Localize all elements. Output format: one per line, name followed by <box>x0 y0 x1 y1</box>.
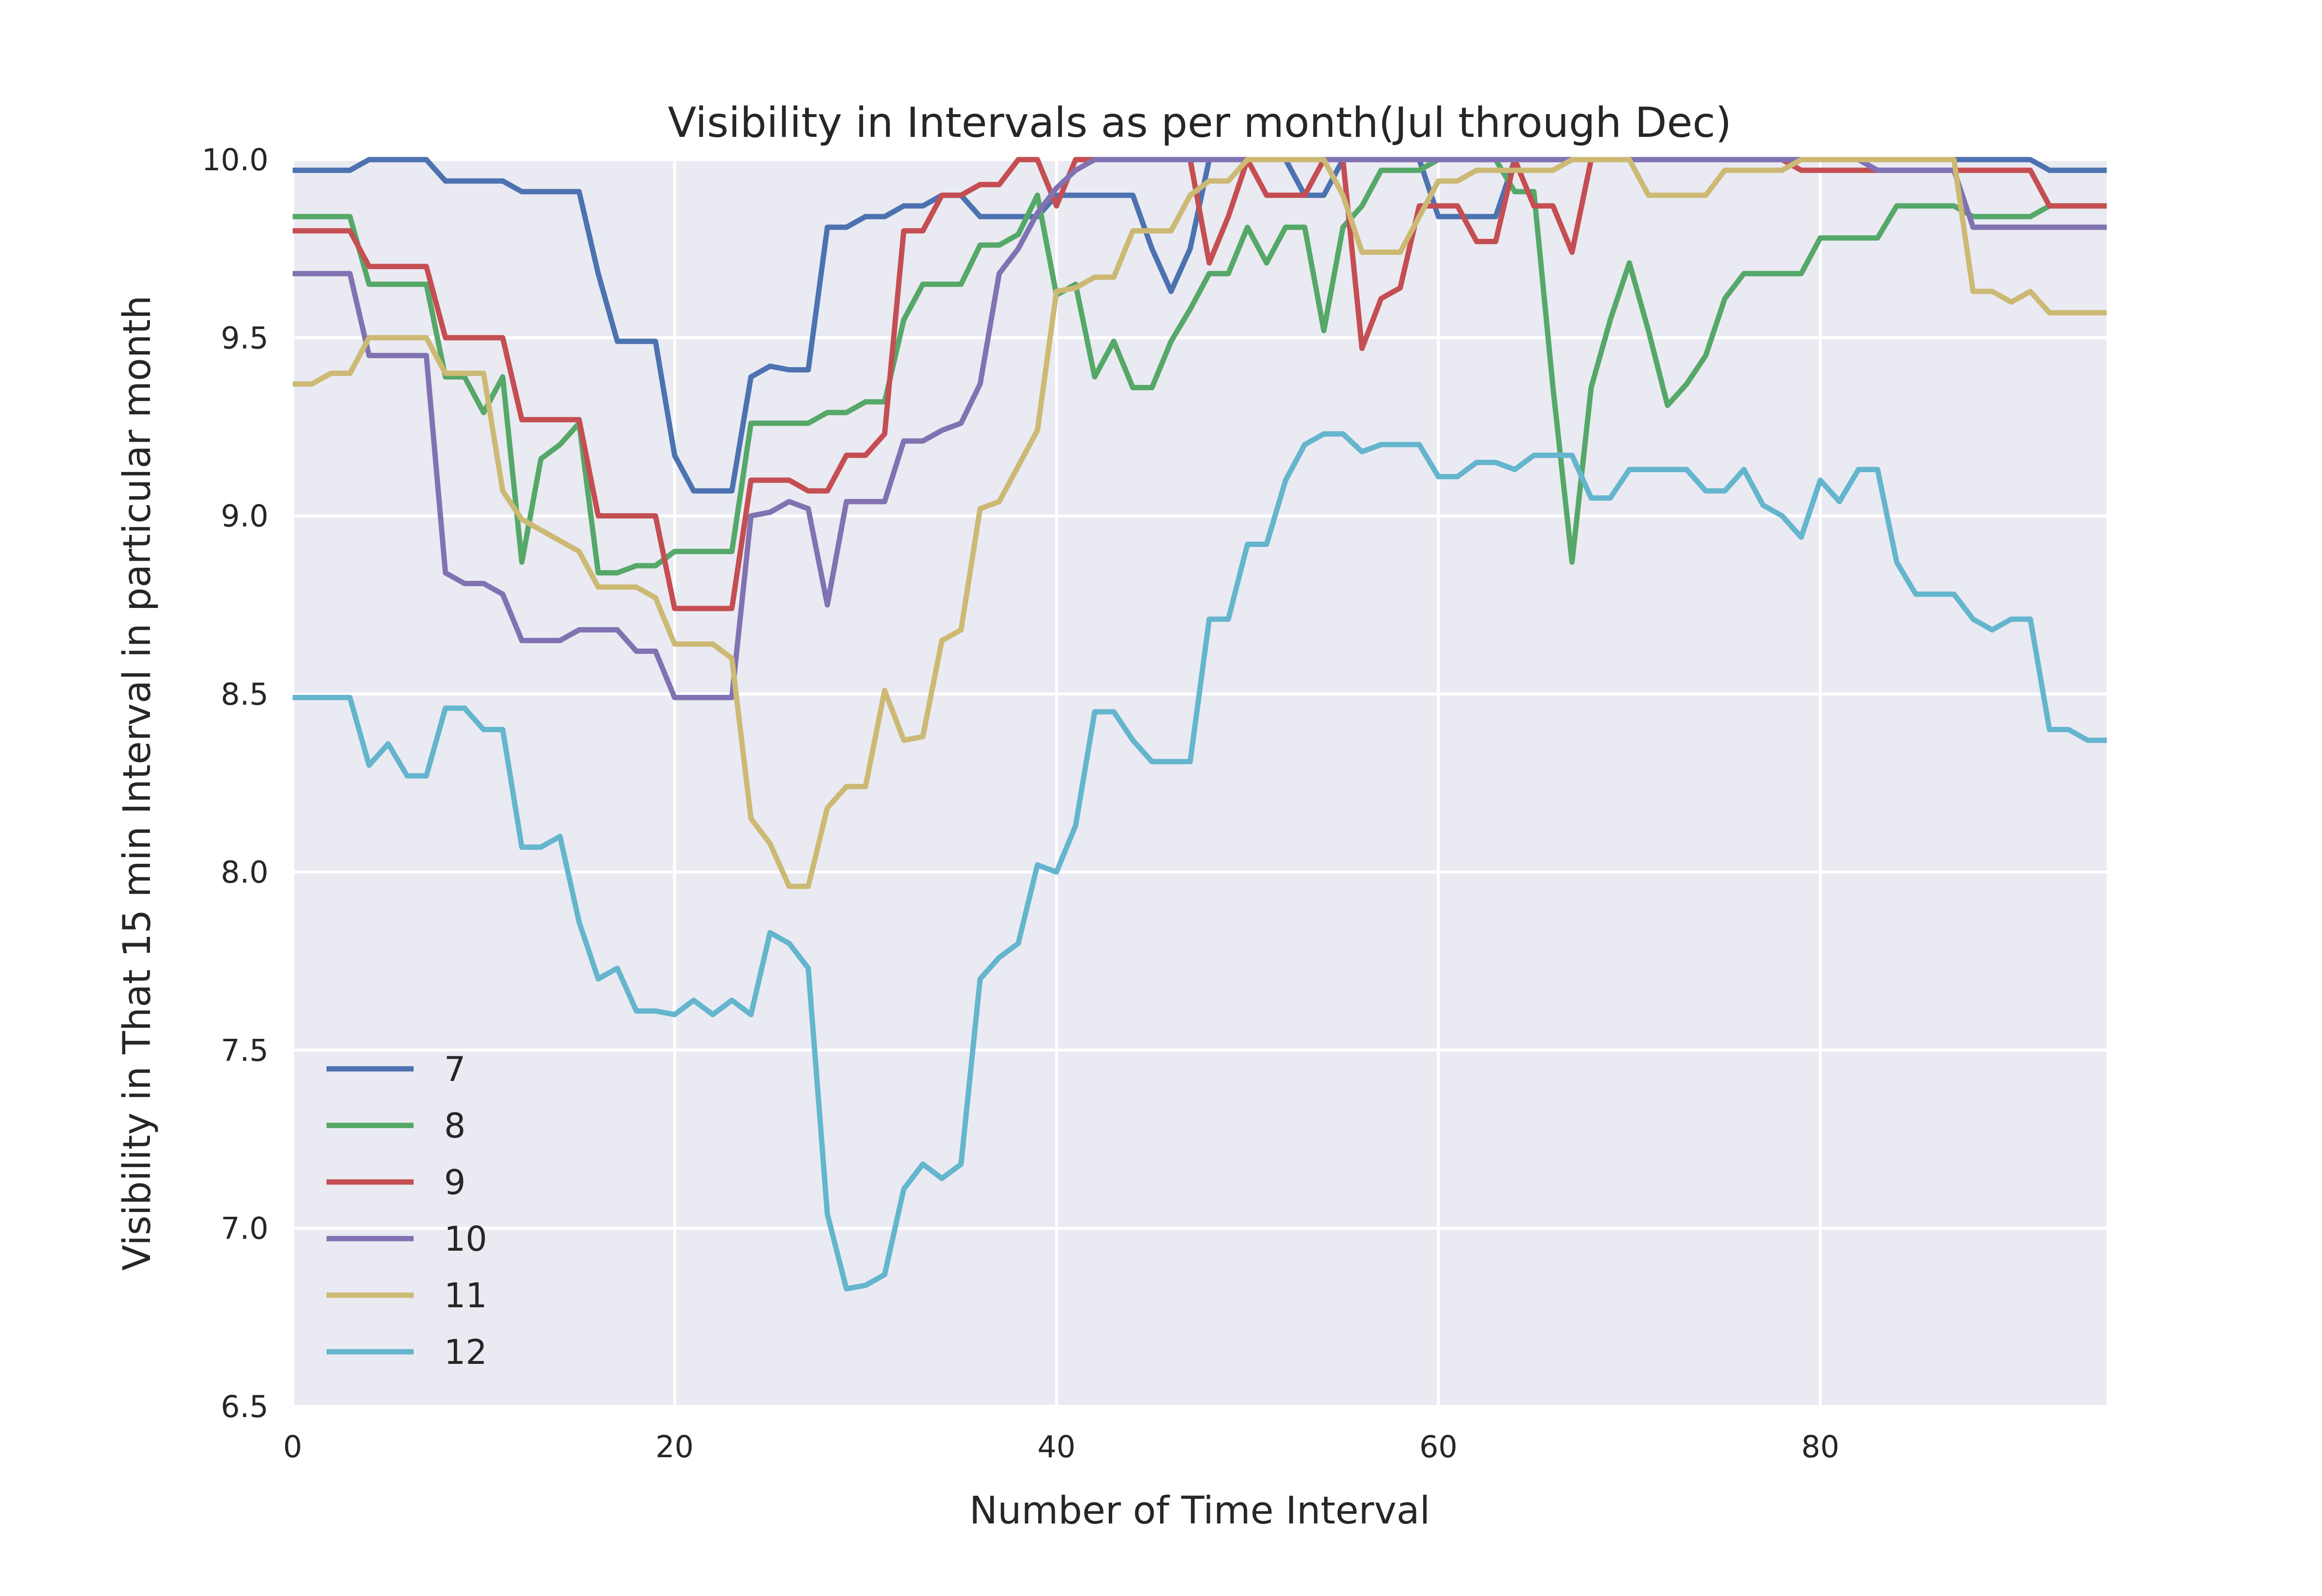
y-axis-label: Visibility in That 15 min Interval in pa… <box>116 296 159 1271</box>
x-tick-label: 40 <box>1037 1429 1075 1464</box>
series-line-9 <box>293 157 2107 611</box>
x-tick-label: 0 <box>283 1429 302 1464</box>
legend-label-12: 12 <box>444 1332 487 1372</box>
y-tick-label: 10.0 <box>202 142 268 177</box>
x-tick-label: 60 <box>1419 1429 1458 1464</box>
legend-label-10: 10 <box>444 1219 487 1259</box>
legend: 7 8 9 10 11 12 <box>327 1049 487 1372</box>
legend-label-11: 11 <box>444 1276 487 1315</box>
x-axis-label: Number of Time Interval <box>969 1489 1430 1533</box>
plot-background <box>293 160 2107 1406</box>
series-line-11 <box>293 157 2107 889</box>
legend-label-8: 8 <box>444 1106 466 1146</box>
y-tick-label: 7.5 <box>221 1033 268 1068</box>
y-tick-label: 6.5 <box>221 1389 268 1424</box>
series-line-8 <box>293 157 2107 576</box>
y-tick-label: 8.5 <box>221 677 268 712</box>
y-tick-labels: 6.5 7.0 7.5 8.0 8.5 9.0 9.5 10.0 <box>202 142 268 1424</box>
y-tick-label: 9.0 <box>221 499 268 534</box>
legend-label-9: 9 <box>444 1163 466 1202</box>
x-tick-label: 20 <box>655 1429 694 1464</box>
x-tick-label: 80 <box>1801 1429 1839 1464</box>
series-line-12 <box>293 431 2107 1292</box>
legend-label-7: 7 <box>444 1049 466 1089</box>
series-lines <box>293 157 2107 1292</box>
chart-title: Visibility in Intervals as per month(Jul… <box>668 99 1731 147</box>
y-tick-label: 9.5 <box>221 320 268 355</box>
x-tick-labels: 0 20 40 60 80 <box>283 1429 1839 1464</box>
y-tick-label: 7.0 <box>221 1211 268 1246</box>
y-tick-label: 8.0 <box>221 855 268 890</box>
